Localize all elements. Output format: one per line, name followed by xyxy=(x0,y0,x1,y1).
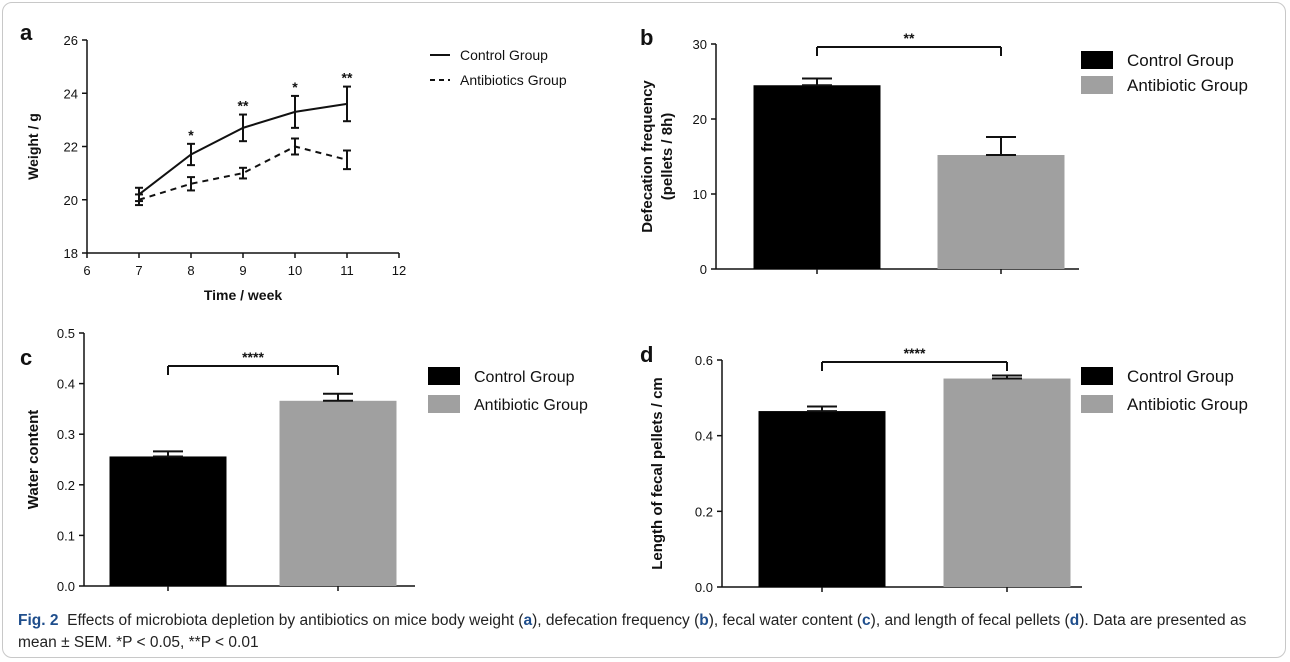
c-legend-label: Antibiotic Group xyxy=(474,397,588,414)
b-bar-antibiotic xyxy=(937,155,1065,269)
a-legend-label: Antibiotics Group xyxy=(460,72,567,88)
a-x-tick-label: 12 xyxy=(392,263,406,278)
a-y-tick-label: 18 xyxy=(64,246,78,261)
a-legend-label: Control Group xyxy=(460,47,548,63)
a-significance-mark: * xyxy=(292,79,298,95)
b-legend-label: Antibiotic Group xyxy=(1127,76,1248,95)
a-x-tick-label: 8 xyxy=(187,263,194,278)
a-y-tick-label: 22 xyxy=(64,140,78,155)
caption-panel-ref-b: b xyxy=(699,612,709,629)
a-x-axis-label: Time / week xyxy=(204,287,283,303)
caption-text-4: ), and length of fecal pellets ( xyxy=(870,612,1070,629)
d-y-tick-label: 0.0 xyxy=(695,580,713,595)
a-significance-mark: ** xyxy=(238,98,249,114)
c-y-tick-label: 0.2 xyxy=(57,478,75,493)
b-y-tick-label: 30 xyxy=(693,37,707,52)
a-y-axis-label: Weight / g xyxy=(25,113,41,180)
a-y-tick-label: 20 xyxy=(64,193,78,208)
a-y-tick-label: 24 xyxy=(64,86,78,101)
figure-canvas: a b c d 18 20 22 24 26 6 7 8 9 10 11 12 Time / week Weigh… xyxy=(20,20,1248,595)
a-x-tick-label: 6 xyxy=(83,263,90,278)
b-significance-mark: ** xyxy=(904,30,915,46)
a-x-tick-label: 7 xyxy=(135,263,142,278)
c-y-tick-label: 0.0 xyxy=(57,579,75,594)
c-legend-swatch xyxy=(428,367,460,385)
caption-panel-ref-c: c xyxy=(862,612,871,629)
a-significance-mark: ** xyxy=(342,70,353,86)
panel-letter-b: b xyxy=(640,25,653,50)
d-legend-swatch xyxy=(1081,395,1113,413)
b-legend-label: Control Group xyxy=(1127,51,1234,70)
c-y-axis-label: Water content xyxy=(25,410,42,509)
caption-text-5: ). Data are presented as mean ± SEM. *P … xyxy=(18,612,1247,651)
d-bar-control xyxy=(758,411,886,587)
b-bar-control xyxy=(753,85,881,269)
a-significance-mark: * xyxy=(188,127,194,143)
panel-letter-a: a xyxy=(20,20,33,45)
c-bar-control xyxy=(109,456,227,586)
a-y-tick-label: 26 xyxy=(64,33,78,48)
b-legend-swatch xyxy=(1081,51,1113,69)
a-series-line-antibiotics xyxy=(138,145,348,201)
caption-text-1: Effects of microbiota depletion by antib… xyxy=(67,612,524,629)
caption-label: Fig. 2 xyxy=(18,612,59,629)
d-significance-mark: **** xyxy=(904,345,926,361)
c-significance-mark: **** xyxy=(242,349,264,365)
figure-caption: Fig. 2 Effects of microbiota depletion b… xyxy=(18,610,1268,654)
d-y-tick-label: 0.6 xyxy=(695,353,713,368)
d-bar-antibiotic xyxy=(943,378,1071,587)
d-y-tick-label: 0.2 xyxy=(695,504,713,519)
d-y-tick-label: 0.4 xyxy=(695,429,713,444)
caption-text-2: ), defecation frequency ( xyxy=(532,612,700,629)
b-y-tick-label: 10 xyxy=(693,187,707,202)
a-x-tick-label: 10 xyxy=(288,263,302,278)
c-legend-swatch xyxy=(428,395,460,413)
d-legend-swatch xyxy=(1081,367,1113,385)
c-y-tick-label: 0.4 xyxy=(57,377,75,392)
panel-letter-d: d xyxy=(640,342,653,367)
c-legend-label: Control Group xyxy=(474,369,575,386)
d-legend-label: Control Group xyxy=(1127,367,1234,386)
panel-letter-c: c xyxy=(20,345,32,370)
caption-panel-ref-a: a xyxy=(523,612,533,629)
a-x-tick-label: 11 xyxy=(340,263,354,278)
caption-panel-ref-d: d xyxy=(1069,612,1080,629)
c-bar-antibiotic xyxy=(279,400,397,586)
caption-text-3: ), fecal water content ( xyxy=(708,612,863,629)
b-y-axis-label: (pellets / 8h) xyxy=(659,113,676,201)
b-y-tick-label: 0 xyxy=(700,262,707,277)
d-y-axis-label: Length of fecal pellets / cm xyxy=(649,377,666,570)
b-y-tick-label: 20 xyxy=(693,112,707,127)
d-legend-label: Antibiotic Group xyxy=(1127,395,1248,414)
c-y-tick-label: 0.3 xyxy=(57,427,75,442)
b-legend-swatch xyxy=(1081,76,1113,94)
c-y-tick-label: 0.1 xyxy=(57,528,75,543)
c-y-tick-label: 0.5 xyxy=(57,326,75,341)
a-x-tick-label: 9 xyxy=(239,263,246,278)
b-y-axis-label: Defecation frequency xyxy=(639,80,656,233)
